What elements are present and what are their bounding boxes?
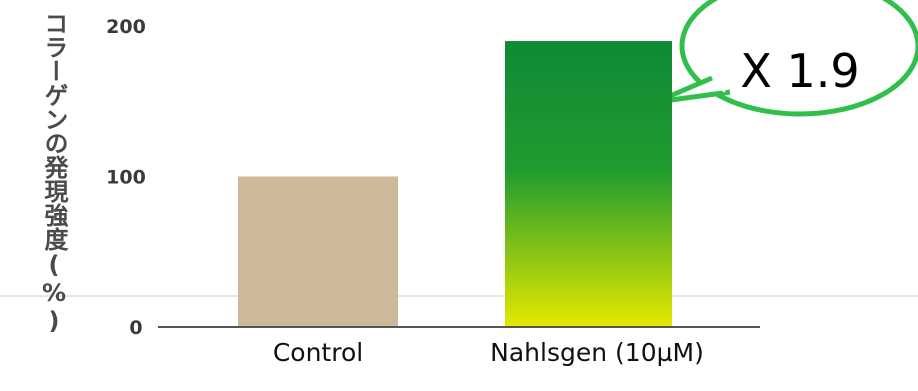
y-tick-label-200: 200 [106, 16, 146, 38]
y-axis-label: コラーゲンの発現強度(%) [40, 11, 68, 335]
callout-ellipse [679, 0, 918, 117]
y-tick-label-100: 100 [106, 167, 146, 189]
callout-annotation: X 1.9 [740, 44, 860, 98]
x-tick-label-nahlsgen: Nahlsgen (10µM) [490, 338, 704, 367]
x-tick-label-control: Control [272, 338, 364, 367]
y-ticks-layer: 0 100 200 [106, 16, 146, 339]
bar-nahlsgen [505, 41, 672, 328]
bar-control [238, 176, 398, 327]
y-tick-label-0: 0 [129, 317, 142, 339]
bars-layer [238, 41, 672, 328]
callout-bubble [653, 0, 918, 117]
